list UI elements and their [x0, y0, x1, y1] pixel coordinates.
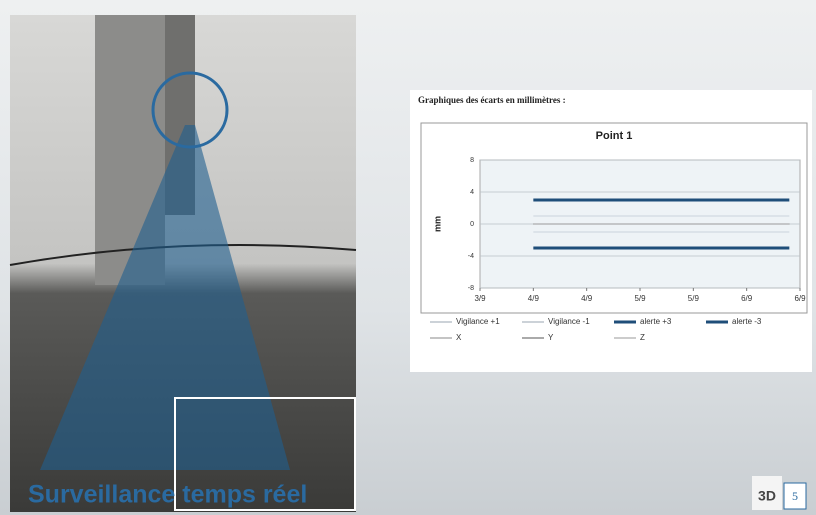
legend-label: Vigilance +1	[456, 317, 500, 326]
x-tick-label: 3/9	[474, 294, 486, 303]
legend-label: Z	[640, 333, 645, 342]
page-number: 5	[792, 489, 798, 503]
legend-label: alerte +3	[640, 317, 672, 326]
y-tick-label: 0	[470, 221, 474, 228]
x-tick-label: 4/9	[528, 294, 540, 303]
chart-title: Point 1	[596, 130, 633, 142]
photo	[9, 15, 357, 512]
y-tick-label: -4	[468, 253, 474, 260]
x-tick-label: 6/9	[794, 294, 806, 303]
page-number-box	[783, 482, 807, 510]
caption: Surveillance temps réel	[28, 481, 307, 509]
x-tick-label: 5/9	[688, 294, 700, 303]
y-axis-label: mm	[432, 216, 442, 232]
logo-box	[752, 476, 782, 510]
x-tick-label: 4/9	[581, 294, 593, 303]
legend-label: alerte -3	[732, 317, 762, 326]
legend-label: X	[456, 333, 462, 342]
chart-heading: Graphiques des écarts en millimètres :	[418, 95, 566, 105]
y-tick-label: 4	[470, 189, 474, 196]
y-tick-label: 8	[470, 157, 474, 164]
x-tick-label: 6/9	[741, 294, 753, 303]
legend-label: Vigilance -1	[548, 317, 590, 326]
y-tick-label: -8	[468, 285, 474, 292]
legend-label: Y	[548, 333, 554, 342]
logo: 3D	[758, 488, 776, 504]
x-tick-label: 5/9	[634, 294, 646, 303]
